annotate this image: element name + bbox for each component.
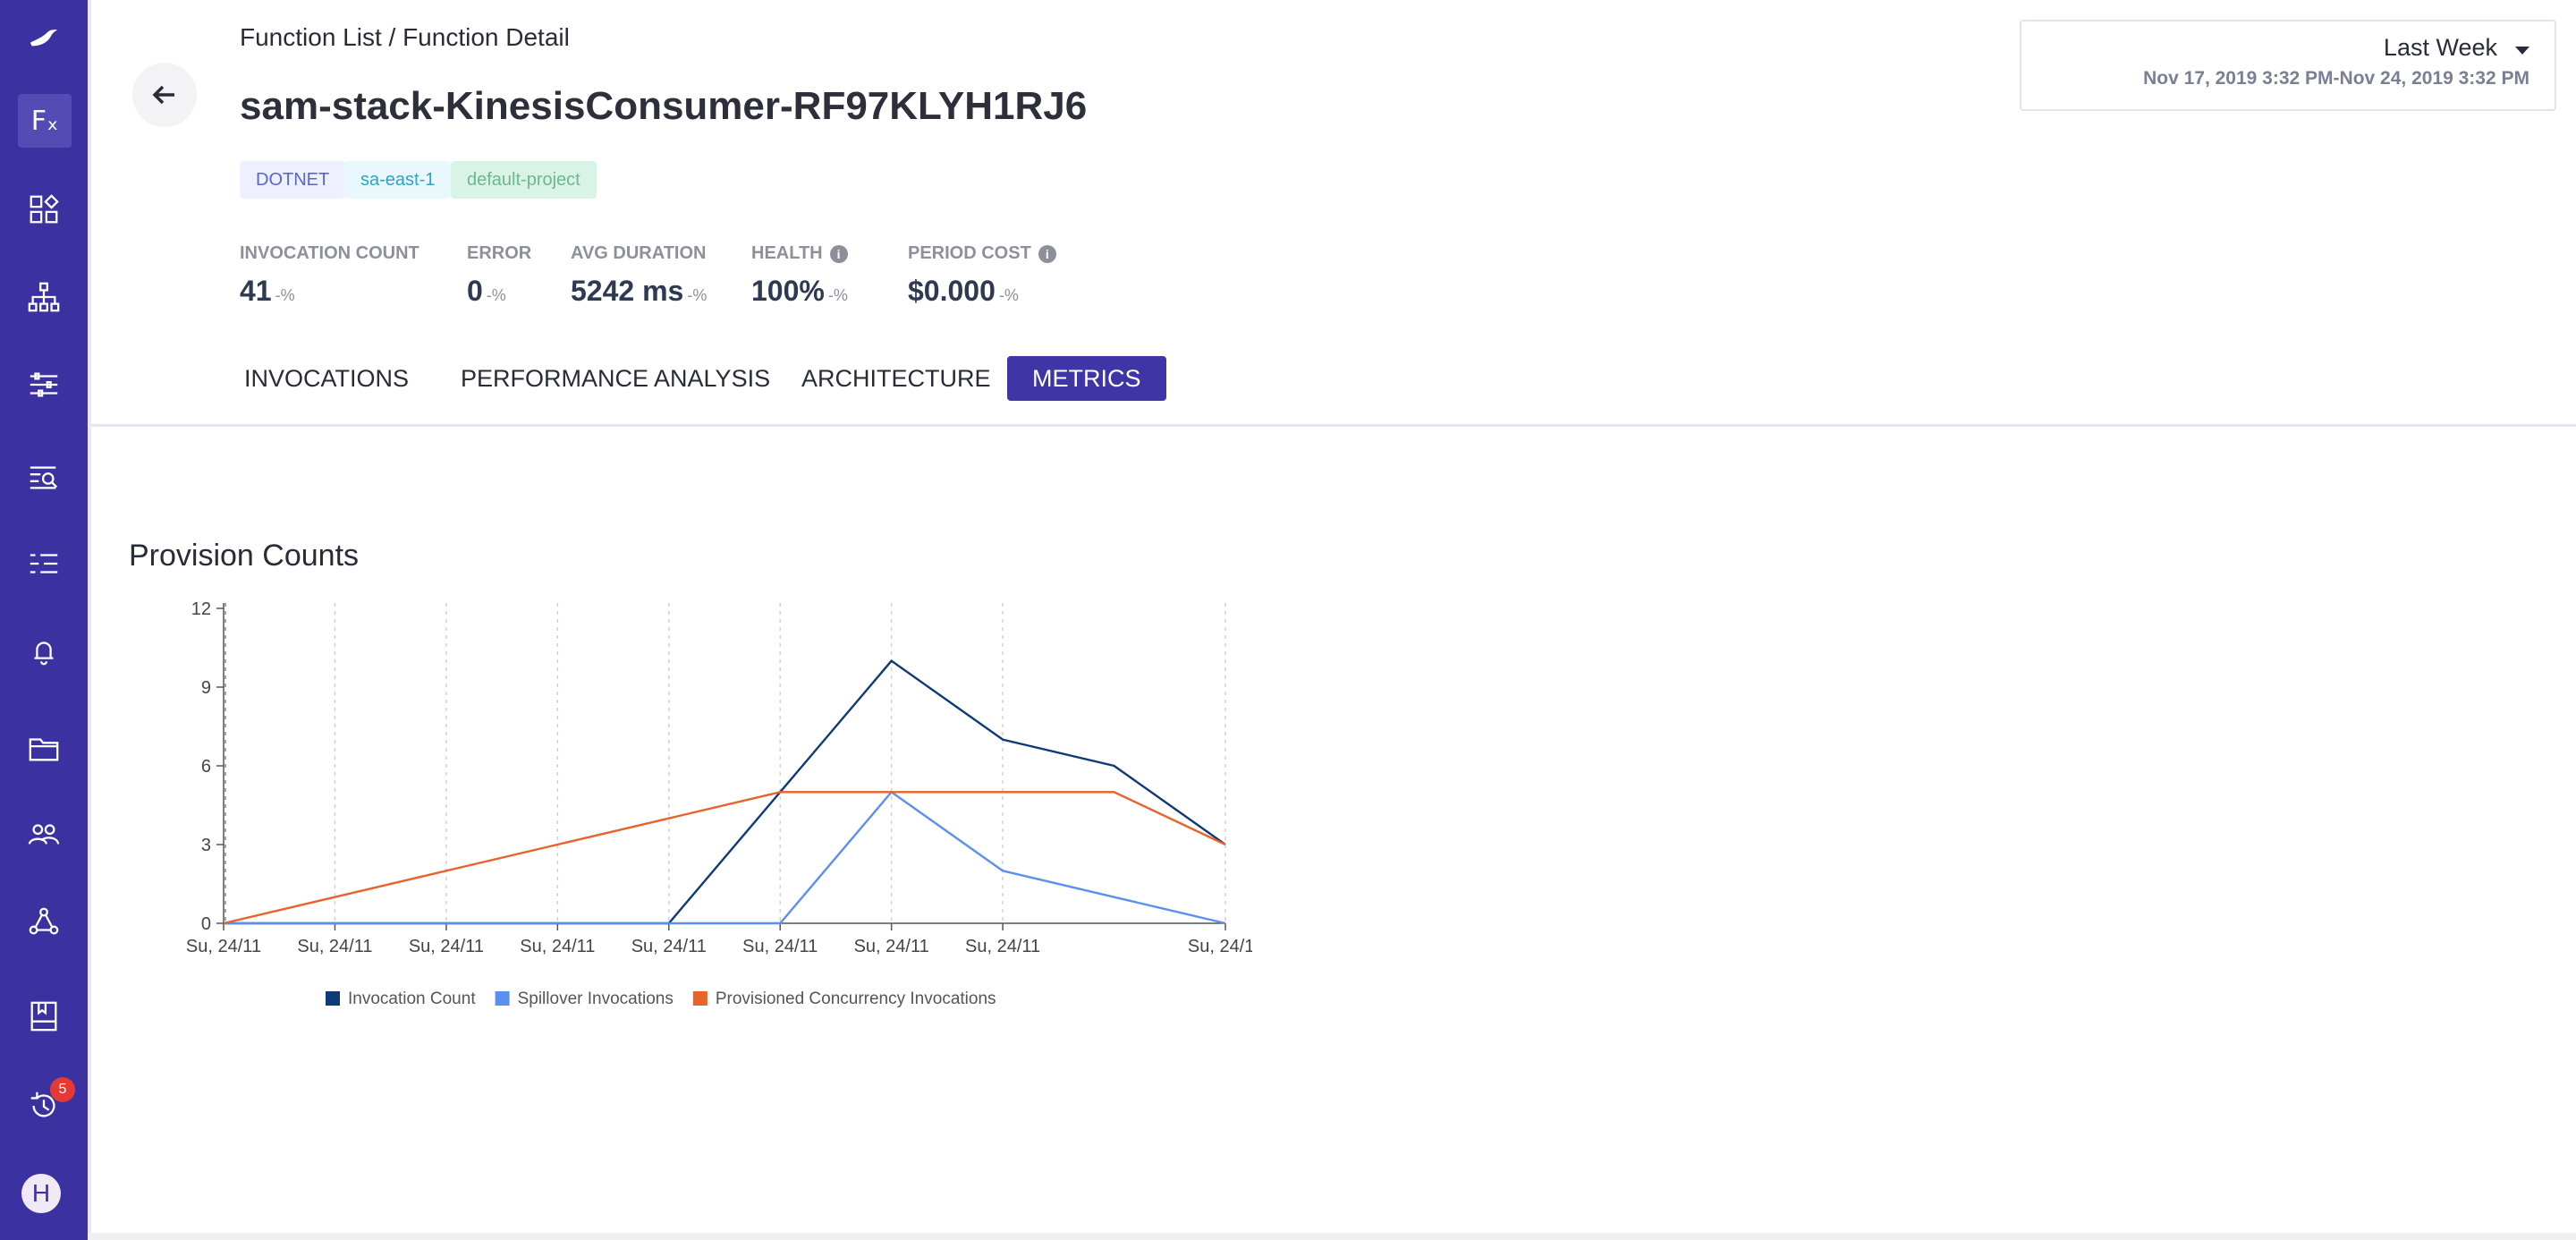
- stat-error: ERROR 0 -%: [467, 243, 531, 308]
- y-tick-label: 6: [201, 757, 211, 777]
- stat-value: $0.000: [908, 275, 996, 307]
- tab-metrics[interactable]: METRICS: [1007, 356, 1166, 401]
- stat-delta: -%: [275, 286, 295, 304]
- book-icon[interactable]: [0, 989, 88, 1043]
- legend-swatch: [326, 991, 340, 1006]
- stat-value: 5242 ms: [571, 275, 684, 307]
- traces-list-icon[interactable]: [0, 537, 88, 590]
- x-tick-label: Su, 24/11: [520, 937, 595, 956]
- date-range-text: Nov 17, 2019 3:32 PM-Nov 24, 2019 3:32 P…: [2143, 68, 2529, 89]
- stat-health: HEALTH i 100% -%: [751, 243, 848, 308]
- stat-value-row: 41 -%: [240, 275, 419, 308]
- tab-invocations[interactable]: INVOCATIONS: [244, 365, 410, 392]
- chart-title: Provision Counts: [129, 539, 360, 573]
- tab-performance-analysis[interactable]: PERFORMANCE ANALYSIS: [461, 365, 771, 392]
- logo-bird-icon[interactable]: [0, 11, 88, 64]
- functions-nav-item[interactable]: Fₓ: [18, 94, 72, 148]
- sidebar: Fₓ 5 H: [0, 0, 88, 1240]
- stat-value-row: 100% -%: [751, 275, 848, 308]
- stat-delta: -%: [827, 286, 848, 304]
- runtime-tag: DOTNET: [240, 161, 346, 199]
- date-preset-select[interactable]: Last Week: [2383, 34, 2497, 61]
- stat-label-row: PERIOD COST i: [908, 243, 1056, 264]
- history-icon[interactable]: [0, 1079, 88, 1133]
- legend-label: Spillover Invocations: [518, 989, 674, 1008]
- series-line-spillover-invocations: [224, 790, 1226, 925]
- team-icon[interactable]: [0, 807, 88, 861]
- notification-badge: 5: [50, 1077, 75, 1102]
- stat-label-row: HEALTH i: [751, 243, 848, 264]
- stat-invocation-count: INVOCATION COUNT 41 -%: [240, 243, 419, 308]
- x-tick-label: Su, 24/11: [965, 937, 1040, 956]
- x-tick-label: Su, 24/11: [742, 937, 818, 956]
- integrations-icon[interactable]: [0, 895, 88, 948]
- x-tick-label: Su, 24/11: [854, 937, 929, 956]
- legend-swatch: [692, 991, 708, 1006]
- stat-label: ERROR: [467, 243, 532, 263]
- log-search-icon[interactable]: [0, 451, 88, 505]
- tab-architecture[interactable]: ARCHITECTURE: [801, 365, 991, 392]
- stat-label: AVG DURATION: [571, 243, 707, 263]
- legend-label: Invocation Count: [348, 989, 476, 1008]
- info-icon[interactable]: i: [1038, 244, 1056, 263]
- stat-value: 41: [240, 275, 272, 307]
- page-title: sam-stack-KinesisConsumer-RF97KLYH1RJ6: [240, 84, 1088, 128]
- header-divider: [91, 424, 2576, 427]
- y-tick-label: 0: [201, 914, 211, 934]
- info-icon[interactable]: i: [829, 244, 848, 263]
- region-tag: sa-east-1: [344, 161, 452, 199]
- series-line-provisioned-concurrency-invocations: [223, 791, 1226, 925]
- provision-counts-chart: 0 3 6 9 12 Su, 24/11 Su, 24/11 Su, 24/11 Su, 24/…: [186, 599, 1252, 1008]
- breadcrumb[interactable]: Function List / Function Detail: [240, 23, 570, 51]
- folder-icon[interactable]: [0, 721, 88, 775]
- dashboard-icon[interactable]: [0, 183, 88, 236]
- fx-label: Fₓ: [30, 105, 59, 137]
- stat-value-row: 5242 ms -%: [571, 275, 707, 308]
- stat-value-row: $0.000 -%: [908, 275, 1056, 308]
- sliders-icon[interactable]: [0, 358, 88, 412]
- x-tick-label: Su, 24/11: [631, 937, 707, 956]
- x-tick-label: Su, 24/11: [409, 937, 484, 956]
- back-button[interactable]: [132, 63, 197, 127]
- y-tick-label: 3: [201, 836, 211, 855]
- y-tick-label: 9: [201, 678, 211, 698]
- stat-delta: -%: [687, 286, 708, 304]
- avatar[interactable]: H: [21, 1174, 61, 1213]
- x-tick-label: Su, 24/11: [186, 937, 261, 956]
- hierarchy-icon[interactable]: [0, 270, 88, 324]
- stat-label: HEALTH: [751, 243, 823, 263]
- arrow-left-icon: [152, 85, 174, 105]
- legend-label: Provisioned Concurrency Invocations: [716, 989, 996, 1008]
- project-tag: default-project: [451, 161, 597, 199]
- stat-value-row: 0 -%: [467, 275, 531, 308]
- stat-delta: -%: [998, 286, 1019, 304]
- x-tick-label: Su, 24/11: [297, 937, 372, 956]
- bottom-bar: [88, 1233, 2576, 1240]
- stat-value: 100%: [751, 275, 825, 307]
- bell-icon[interactable]: [0, 624, 88, 678]
- stat-period-cost: PERIOD COST i $0.000 -%: [908, 243, 1056, 308]
- stat-avg-duration: AVG DURATION 5242 ms -%: [571, 243, 707, 308]
- sidebar-edge: [88, 0, 91, 1240]
- legend-swatch: [495, 991, 510, 1006]
- x-tick-label: Su, 24/11: [1188, 937, 1252, 956]
- date-range-picker[interactable]: Last Week Nov 17, 2019 3:32 PM-Nov 24, 2…: [2020, 20, 2556, 111]
- stat-delta: -%: [486, 286, 506, 304]
- stat-label: INVOCATION COUNT: [240, 243, 419, 263]
- stat-label: PERIOD COST: [908, 243, 1031, 263]
- caret-down-icon[interactable]: [2515, 47, 2529, 55]
- y-tick-label: 12: [191, 599, 211, 619]
- stat-value: 0: [467, 275, 483, 307]
